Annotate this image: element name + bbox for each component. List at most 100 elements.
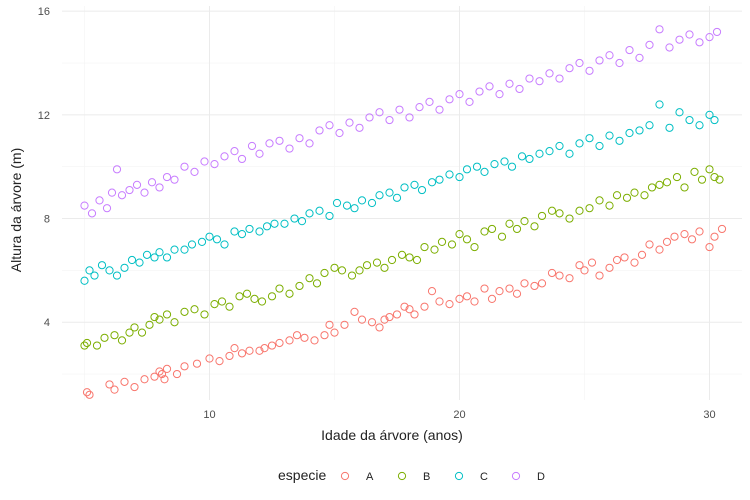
data-point-b — [630, 188, 639, 197]
data-point-b — [380, 263, 389, 272]
data-point-b — [355, 266, 364, 275]
data-point-b — [497, 232, 507, 241]
data-point-c — [535, 149, 544, 158]
data-point-d — [295, 134, 304, 143]
data-point-a — [230, 344, 239, 353]
data-point-a — [160, 375, 169, 384]
data-point-b — [130, 323, 139, 332]
data-point-d — [375, 108, 384, 117]
data-point-d — [102, 204, 112, 213]
data-point-d — [112, 165, 122, 174]
data-point-c — [605, 131, 614, 140]
data-point-a — [537, 279, 547, 288]
data-point-b — [690, 167, 699, 176]
data-point-c — [385, 188, 394, 197]
data-point-a — [630, 258, 639, 267]
data-point-c — [120, 263, 129, 272]
data-point-c — [197, 237, 207, 246]
data-point-a — [85, 390, 94, 399]
data-point-d — [107, 188, 117, 197]
data-point-d — [285, 144, 294, 153]
data-point-d — [575, 58, 584, 68]
data-point-c — [262, 222, 272, 231]
data-point-b — [225, 302, 234, 311]
y-tick-label: 16 — [38, 6, 50, 18]
data-point-d — [255, 149, 264, 158]
data-point-d — [305, 139, 314, 148]
data-point-b — [257, 297, 267, 306]
data-point-d — [465, 97, 474, 107]
data-point-a — [405, 305, 414, 314]
data-point-d — [485, 82, 494, 91]
data-point-d — [355, 123, 364, 132]
data-point-a — [565, 274, 574, 283]
legend-label-b: B — [423, 471, 430, 483]
data-point-d — [675, 35, 684, 44]
data-point-c — [675, 108, 684, 117]
data-point-b — [585, 204, 594, 213]
data-point-d — [315, 126, 324, 135]
data-point-d — [415, 102, 424, 112]
data-point-a — [330, 328, 339, 337]
data-point-b — [640, 191, 649, 200]
data-point-c — [187, 240, 197, 249]
data-point-a — [340, 320, 349, 329]
data-point-a — [687, 235, 697, 244]
data-point-c — [655, 100, 664, 109]
data-point-c — [332, 198, 342, 208]
data-point-b — [80, 341, 89, 350]
data-point-a — [300, 333, 309, 342]
data-point-b — [92, 341, 102, 350]
data-point-a — [662, 237, 672, 246]
data-point-a — [260, 344, 269, 353]
data-point-c — [472, 162, 482, 171]
data-point-b — [337, 266, 347, 275]
data-point-a — [157, 369, 167, 379]
data-point-b — [565, 214, 574, 223]
data-point-a — [375, 323, 384, 332]
data-point-a — [462, 292, 472, 301]
data-point-d — [665, 43, 674, 52]
data-point-d — [515, 84, 524, 94]
data-point-a — [695, 227, 704, 236]
legend-key-d — [511, 471, 521, 481]
data-point-a — [155, 367, 164, 376]
data-point-d — [237, 154, 247, 164]
data-point-c — [445, 170, 454, 179]
data-point-d — [555, 74, 564, 83]
data-point-b — [305, 274, 314, 283]
data-point-a — [555, 271, 564, 280]
data-point-a — [267, 341, 277, 350]
data-point-a — [400, 302, 409, 311]
data-point-d — [505, 79, 514, 88]
legend-key-c — [454, 471, 464, 481]
data-point-a — [575, 261, 584, 270]
data-point-c — [517, 152, 527, 161]
x-axis-ticks: 10 20 30 — [203, 409, 715, 421]
data-point-b — [447, 240, 457, 249]
data-point-b — [387, 255, 397, 265]
data-point-d — [635, 53, 644, 62]
data-point-c — [230, 227, 239, 236]
data-point-d — [605, 51, 614, 60]
data-point-b — [200, 310, 209, 319]
data-point-d — [405, 113, 414, 122]
data-point-c — [90, 271, 99, 280]
y-tick-label: 4 — [44, 317, 50, 329]
x-axis-title: Idade da árvore (anos) — [321, 427, 463, 443]
data-point-c — [212, 235, 222, 244]
data-point-b — [537, 211, 547, 221]
data-point-d — [595, 56, 604, 65]
data-point-d — [365, 113, 374, 122]
data-point-b — [697, 175, 707, 184]
data-point-c — [555, 141, 564, 151]
data-point-a — [150, 372, 159, 381]
data-point-b — [480, 227, 489, 236]
legend-key-b — [397, 471, 407, 481]
data-point-c — [417, 185, 427, 195]
data-point-d — [685, 30, 694, 39]
data-point-c — [435, 175, 444, 184]
data-point-c — [305, 209, 314, 218]
data-point-d — [95, 196, 104, 205]
legend-label-a: A — [366, 471, 374, 483]
